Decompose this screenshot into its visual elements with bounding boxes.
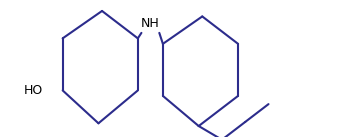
Text: HO: HO: [24, 84, 43, 97]
Text: NH: NH: [141, 17, 160, 30]
